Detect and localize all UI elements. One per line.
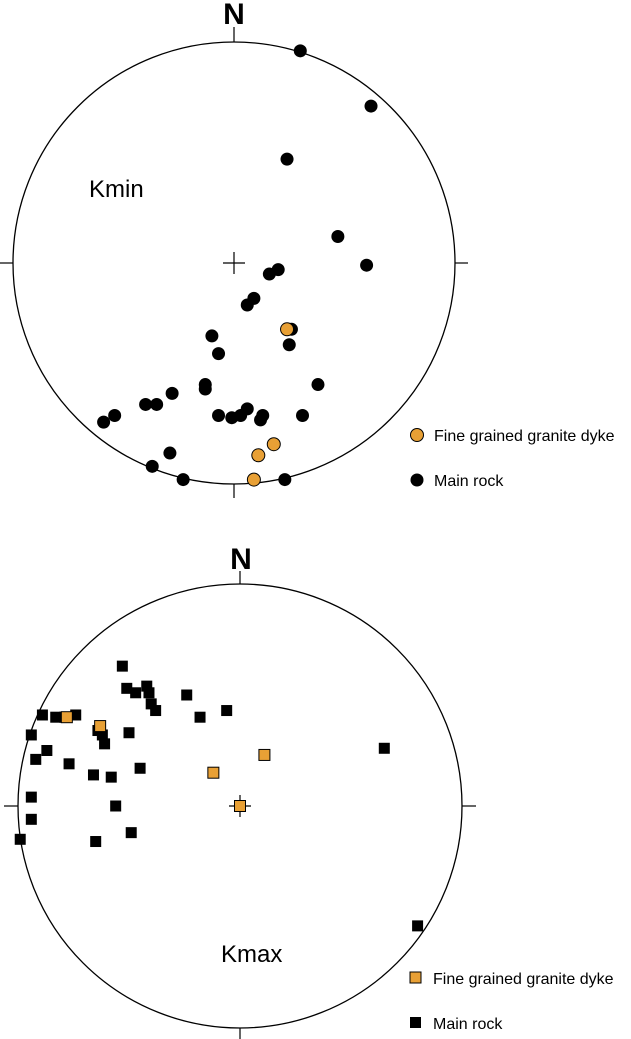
kmax-main-point-4	[143, 687, 155, 699]
kmax-main-point-29	[90, 836, 102, 848]
kmax-main-point-23	[105, 771, 117, 783]
kmin-main-point-1	[364, 99, 378, 113]
kmax-main-point-10	[36, 709, 48, 721]
kmin-main-point-12	[212, 347, 226, 361]
kmax-plot-label: Kmax	[221, 941, 282, 968]
kmin-main-point-27	[97, 415, 111, 429]
kmax-main-point-18	[25, 729, 37, 741]
kmax-dyke-point-0	[60, 711, 73, 724]
kmax-main-point-32	[412, 920, 424, 932]
kmin-main-point-22	[296, 408, 310, 422]
kmax-main-point-26	[25, 813, 37, 825]
kmin-legend-main-marker	[410, 473, 424, 487]
kmax-main-point-1	[121, 682, 133, 694]
kmin-main-point-4	[360, 258, 374, 272]
kmin-main-point-21	[225, 411, 239, 425]
kmax-main-point-15	[96, 729, 108, 741]
kmax-main-point-16	[99, 738, 111, 750]
kmax-main-point-17	[123, 727, 135, 739]
kmin-legend-dyke-marker	[410, 428, 424, 442]
kmax-main-point-27	[110, 800, 122, 812]
kmin-main-point-23	[165, 386, 179, 400]
kmax-legend-main-label: Main rock	[433, 1016, 503, 1033]
kmax-main-point-9	[221, 705, 233, 717]
kmin-main-point-19	[254, 413, 268, 427]
kmax-main-point-5	[145, 698, 157, 710]
kmin-north-label: N	[223, 0, 245, 31]
kmin-main-point-10	[282, 338, 296, 352]
kmin-main-point-11	[205, 329, 219, 343]
kmin-legend-main-label: Main rock	[434, 473, 504, 490]
kmax-dyke-point-2	[258, 748, 271, 761]
kmin-dyke-point-0	[280, 322, 295, 337]
kmax-main-point-25	[25, 791, 37, 803]
kmin-main-point-3	[331, 229, 345, 243]
kmax-main-point-3	[141, 680, 153, 692]
kmin-dyke-point-2	[251, 448, 266, 463]
kmax-dyke-point-1	[94, 720, 107, 733]
kmax-main-point-13	[50, 711, 62, 723]
kmax-stereonet: N Kmax Fine grained granite dyke Main ro…	[4, 543, 614, 1039]
kmax-main-point-20	[30, 753, 42, 765]
kmin-dyke-point-3	[246, 472, 261, 487]
kmax-dyke-point-3	[207, 766, 220, 779]
kmin-main-point-13	[311, 378, 325, 392]
kmax-main-point-22	[87, 769, 99, 781]
kmin-main-point-29	[145, 459, 159, 473]
kmax-main-point-31	[378, 742, 390, 754]
kmax-main-point-8	[194, 711, 206, 723]
kmin-main-point-26	[108, 408, 122, 422]
kmax-main-point-19	[41, 745, 53, 756]
kmax-legend-dyke-label: Fine grained granite dyke	[433, 971, 614, 988]
kmin-main-point-28	[163, 446, 177, 460]
kmin-dyke-point-1	[266, 437, 281, 452]
kmax-main-point-2	[130, 687, 142, 699]
kmin-main-point-8	[240, 298, 254, 312]
kmax-main-point-21	[63, 758, 75, 770]
kmin-plot-label: Kmin	[89, 176, 144, 203]
kmax-main-point-0	[116, 660, 128, 672]
kmin-main-point-2	[280, 152, 294, 166]
kmin-main-point-31	[278, 473, 292, 487]
kmin-stereonet: N Kmin Fine grained granite dyke Main ro…	[0, 0, 615, 498]
kmax-points	[14, 660, 424, 932]
kmax-dyke-point-4	[234, 800, 246, 812]
kmax-main-point-6	[150, 705, 162, 717]
kmax-legend-main-marker	[410, 1017, 421, 1028]
kmax-main-point-24	[134, 762, 146, 774]
kmax-main-point-30	[14, 833, 26, 845]
kmin-points	[97, 44, 378, 487]
kmin-main-point-25	[139, 397, 153, 411]
kmin-legend-dyke-label: Fine grained granite dyke	[434, 428, 615, 445]
kmin-main-point-15	[198, 382, 212, 396]
kmax-legend-dyke-marker	[409, 971, 422, 984]
kmax-north-label: N	[230, 543, 252, 576]
kmin-main-point-0	[293, 44, 307, 58]
kmin-main-point-30	[176, 473, 190, 487]
kmin-main-point-20	[212, 408, 226, 422]
kmax-main-point-28	[125, 827, 137, 839]
kmin-main-point-24	[150, 397, 164, 411]
kmax-main-point-12	[70, 709, 82, 721]
kmax-main-point-7	[181, 689, 193, 701]
kmin-main-point-6	[262, 267, 276, 281]
